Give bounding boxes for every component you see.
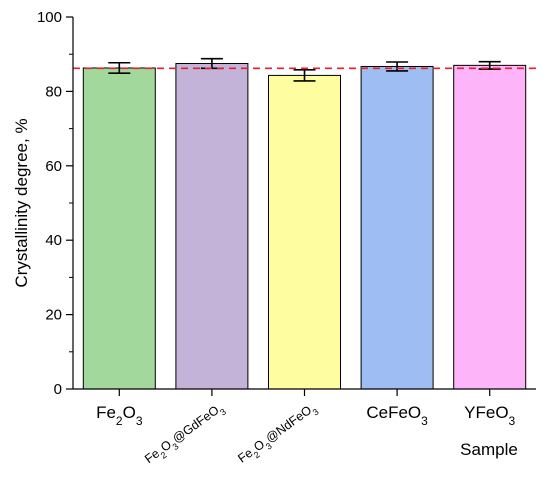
- y-axis-title: Crystallinity degree, %: [12, 118, 31, 287]
- y-tick-label: 0: [54, 381, 62, 398]
- x-tick-label-2: Fe2O3@GdFeO3: [142, 400, 228, 469]
- y-tick-label: 80: [45, 83, 62, 100]
- y-tick-label: 20: [45, 307, 62, 324]
- x-tick-label-4: CeFeO3: [366, 403, 428, 428]
- bar-3: [268, 74, 341, 390]
- error-bar-3: [293, 69, 316, 82]
- y-ticks-group: 0 20 40 60 80 100: [37, 9, 73, 398]
- bars-group: [82, 63, 527, 390]
- bar-4: [360, 65, 434, 390]
- error-bars-group: [108, 57, 501, 82]
- bar-1: [82, 67, 156, 390]
- y-tick-label: 40: [45, 232, 62, 249]
- bar-5: [453, 64, 527, 390]
- y-tick-label: 100: [37, 9, 62, 26]
- x-axis-title: Sample: [460, 440, 518, 459]
- x-tick-label-3: Fe2O3@NdFeO3: [235, 400, 320, 469]
- error-bar-1: [108, 61, 131, 74]
- x-tick-label-1: Fe2O3: [96, 403, 143, 428]
- x-tick-label-5: YFeO3: [464, 403, 515, 428]
- bar-2: [175, 63, 249, 390]
- y-tick-label: 60: [45, 158, 62, 175]
- error-bar-4: [386, 61, 409, 72]
